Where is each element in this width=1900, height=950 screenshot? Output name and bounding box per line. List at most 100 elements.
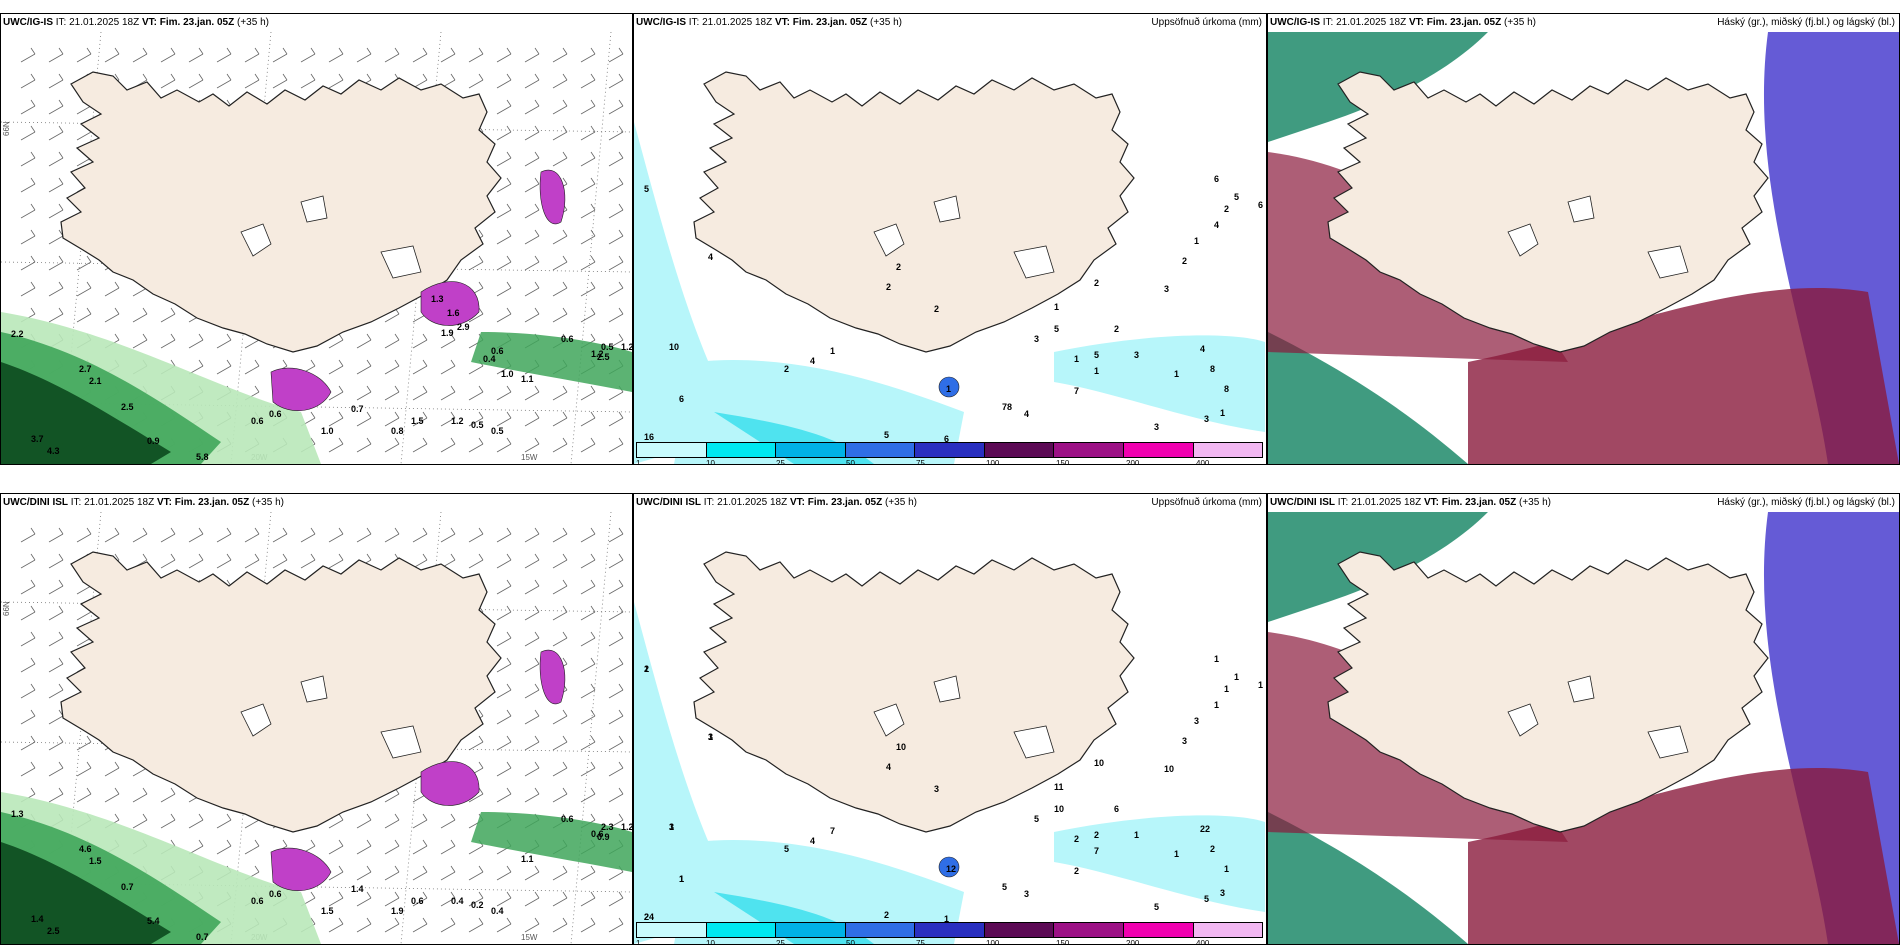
wind-value-label: 2.7 — [79, 364, 92, 374]
wind-barb — [580, 897, 596, 907]
wind-barb-feather — [618, 813, 624, 821]
wind-barb-feather — [478, 865, 484, 873]
wind-barb-feather — [30, 125, 36, 133]
wind-barb — [160, 313, 176, 323]
wind-barb — [552, 637, 568, 647]
wind-barb-feather — [198, 527, 204, 535]
glacier-langjokull — [933, 675, 961, 703]
wind-barb-feather — [534, 631, 540, 639]
precip-value-label: 3 — [1194, 716, 1199, 726]
wind-barb-feather — [534, 917, 540, 925]
legend-tick-label: 1 — [636, 459, 641, 465]
lead-time: (+35 h) — [1504, 17, 1536, 28]
wind-barb — [132, 339, 148, 349]
wind-value-label: 4.6 — [79, 844, 92, 854]
precip-value-label: 3 — [934, 784, 939, 794]
wind-barb — [496, 611, 512, 621]
wind-barb — [76, 585, 92, 595]
wind-barb-feather — [450, 437, 456, 445]
wind-barb-feather — [58, 177, 64, 185]
glacier-vatnajokull — [1507, 223, 1539, 257]
wind-barb-feather — [142, 553, 148, 561]
iceland-coastline — [693, 551, 1135, 833]
wind-barb-feather — [422, 47, 428, 55]
wind-barb — [328, 559, 344, 569]
wind-barb — [188, 559, 204, 569]
wind-barb — [608, 53, 624, 63]
wind-barb — [496, 663, 512, 673]
precip-value-label: 8 — [1224, 384, 1229, 394]
wind-barb — [132, 287, 148, 297]
wind-barb-feather — [422, 553, 428, 561]
wind-barb — [104, 53, 120, 63]
model-name: UWC/IG-IS — [3, 17, 53, 28]
wind-barb — [76, 261, 92, 271]
wind-barb — [496, 313, 512, 323]
wind-barb-feather — [534, 735, 540, 743]
legend-tick-label: 400 — [1196, 459, 1210, 465]
wind-value-label: 0.6 — [251, 416, 264, 426]
model-name: UWC/IG-IS — [636, 17, 686, 28]
wind-barb — [412, 53, 428, 63]
legend-swatch — [1054, 923, 1124, 937]
precip-value-label: 5 — [1154, 902, 1159, 912]
wind-barb — [580, 391, 596, 401]
wind-barb-feather — [562, 579, 568, 587]
legend-tick-label: 200 — [1126, 939, 1140, 945]
wind-barb-feather — [58, 527, 64, 535]
wind-barb — [580, 663, 596, 673]
wind-barb — [608, 235, 624, 245]
wind-barb-feather — [254, 839, 260, 847]
wind-value-label: 1.5 — [89, 856, 102, 866]
wind-barb — [468, 417, 484, 427]
lead-time: (+35 h) — [885, 497, 917, 508]
wind-barb-feather — [562, 307, 568, 315]
legend-tick-label: 25 — [776, 459, 785, 465]
wind-barb-feather — [618, 437, 624, 445]
lead-time: (+35 h) — [870, 17, 902, 28]
precip-value-label: 1 — [679, 874, 684, 884]
wind-barb-feather — [422, 865, 428, 873]
wind-barb-feather — [618, 579, 624, 587]
wind-barb-feather — [534, 385, 540, 393]
wind-barb-feather — [534, 73, 540, 81]
wind-barb — [48, 611, 64, 621]
wind-value-label: 2.2 — [11, 329, 24, 339]
precip-value-label: 3 — [1164, 284, 1169, 294]
wind-value-label: 0.9 — [147, 436, 160, 446]
wind-barb-feather — [422, 411, 428, 419]
glacier-vatna-east — [1647, 245, 1689, 279]
wind-barb — [20, 53, 36, 63]
wind-barb-feather — [506, 73, 512, 81]
wind-barb — [20, 533, 36, 543]
wind-barb — [608, 923, 624, 933]
wind-barb-feather — [86, 47, 92, 55]
wind-barb — [524, 741, 540, 751]
wind-barb — [328, 533, 344, 543]
precip-area-west — [634, 602, 744, 944]
map-panel-wind-bottom: UWC/DINI ISL IT: 21.01.2025 18Z VT: Fim.… — [0, 493, 633, 945]
wind-barb-feather — [450, 527, 456, 535]
wind-barb — [356, 339, 372, 349]
wind-barb-feather — [226, 47, 232, 55]
wind-barb — [440, 533, 456, 543]
wind-barb-feather — [590, 605, 596, 613]
wind-barb-feather — [590, 385, 596, 393]
legend-tick-label: 50 — [846, 459, 855, 465]
wind-barb-feather — [562, 787, 568, 795]
wind-barb-feather — [170, 73, 176, 81]
wind-barb — [440, 339, 456, 349]
wind-barb — [580, 53, 596, 63]
wind-value-label: 5.4 — [147, 916, 160, 926]
wind-barb-feather — [282, 47, 288, 55]
precip-value-label: 3 — [1204, 414, 1209, 424]
wind-barb — [384, 417, 400, 427]
wind-barb-feather — [450, 891, 456, 899]
precip-value-label: 1 — [1074, 354, 1079, 364]
wind-barb — [216, 339, 232, 349]
wind-barb — [440, 819, 456, 829]
wind-barb-feather — [590, 281, 596, 289]
precip-value-label: 1 — [1234, 672, 1239, 682]
wind-barb-feather — [394, 527, 400, 535]
model-name: UWC/DINI ISL — [636, 497, 701, 508]
